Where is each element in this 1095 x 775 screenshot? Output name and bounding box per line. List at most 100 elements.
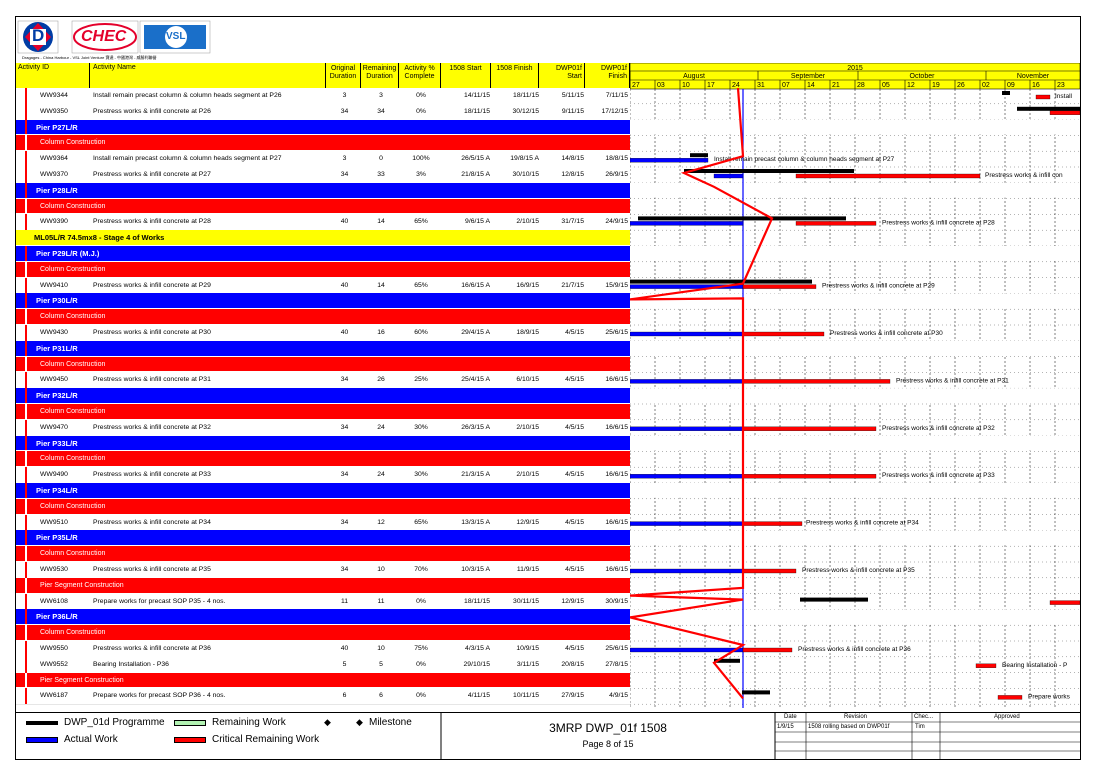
gantt-bar-label: Prestress works & infill concrete at P35: [802, 567, 915, 574]
cell-od: 3: [342, 92, 347, 99]
cell-rd: 16: [377, 329, 385, 336]
table-row[interactable]: WW6187 Prepare works for precast SOP P36 …: [16, 688, 630, 706]
cell-pct: 3%: [416, 171, 426, 178]
cell-rd: 33: [377, 171, 385, 178]
wbs-subgroup-row[interactable]: Column Construction: [16, 261, 630, 277]
table-row[interactable]: WW9470 Prestress works & infill concrete …: [16, 419, 630, 437]
cell-name: Bearing Installation - P36: [93, 660, 169, 668]
cell-ds: 12/8/15: [561, 171, 584, 178]
wbs-subgroup-row[interactable]: Column Construction: [16, 309, 630, 324]
gantt-row-bg: [630, 530, 1080, 546]
timescale-month: September: [791, 73, 826, 80]
wbs-subgroup-row[interactable]: Column Construction: [16, 546, 630, 561]
cell-s: 18/11/15: [464, 107, 490, 115]
col-activity-complete-label-2: Complete: [404, 73, 435, 80]
wbs-pier-row[interactable]: Pier P30L/R: [16, 293, 630, 309]
legend-critical-label: Critical Remaining Work: [212, 734, 320, 745]
wbs-pier-row[interactable]: Pier P31L/R: [16, 340, 630, 356]
row-critical-marker: [25, 435, 27, 451]
table-row[interactable]: WW9390 Prestress works & infill concrete …: [16, 214, 630, 232]
row-critical-marker: [25, 356, 27, 372]
wbs-pier-row[interactable]: Pier P34L/R: [16, 483, 630, 498]
timescale-week: 07: [782, 82, 790, 89]
cell-f: 2/10/15: [516, 218, 539, 226]
table-row[interactable]: WW9410 Prestress works & infill concrete …: [16, 277, 630, 295]
wbs-subgroup-row[interactable]: Column Construction: [16, 356, 630, 372]
cell-pct: 65%: [414, 218, 428, 226]
actual-bar: [630, 379, 744, 384]
wbs-label: Column Construction: [40, 455, 106, 463]
col-dwp-finish[interactable]: DWP01f Finish: [585, 63, 630, 89]
cell-f: 2/10/15: [516, 471, 539, 479]
col-dwp-start-label-1: DWP01f: [555, 65, 582, 72]
cell-name: Prestress works & infill concrete at P30: [93, 329, 211, 336]
legend-actual-label: Actual Work: [64, 734, 118, 745]
col-remaining-duration-label-1: Remaining: [362, 65, 397, 72]
row-critical-marker: [25, 483, 27, 498]
gantt-row-bg: [630, 340, 1080, 356]
wbs-pier-row[interactable]: Pier P33L/R: [16, 435, 630, 451]
cell-name: Prestress works & infill concrete at P26: [93, 107, 211, 115]
table-row[interactable]: WW9430 Prestress works & infill concrete …: [16, 325, 630, 342]
table-row[interactable]: WW9552 Bearing Installation - P36 5 5 0% 29/1…: [16, 656, 630, 674]
timescale-week: 27: [632, 82, 640, 89]
cell-pct: 70%: [414, 566, 428, 573]
wbs-subgroup-row[interactable]: Column Construction: [16, 135, 630, 151]
cell-od: 34: [340, 171, 349, 178]
cell-df: 27/8/15: [605, 660, 628, 668]
cell-ds: 14/8/15: [561, 155, 584, 163]
cell-rd: 24: [377, 423, 385, 431]
row-critical-marker: [25, 182, 27, 198]
wbs-pier-row[interactable]: Pier P28L/R: [16, 182, 630, 198]
table-row[interactable]: WW9370 Prestress works & infill concrete …: [16, 167, 630, 184]
actual-bar: [630, 521, 744, 526]
table-row[interactable]: WW9450 Prestress works & infill concrete …: [16, 372, 630, 390]
row-critical-marker: [25, 672, 27, 688]
cell-name: Prestress works & infill concrete at P33: [93, 471, 211, 479]
table-row[interactable]: WW9510 Prestress works & infill concrete …: [16, 514, 630, 532]
col-start[interactable]: 1508 Start: [441, 63, 491, 89]
timescale-week: 10: [682, 82, 690, 89]
wbs-subgroup-row[interactable]: Column Construction: [16, 198, 630, 214]
col-remaining-duration[interactable]: Remaining Duration: [361, 63, 399, 89]
table-row[interactable]: WW9364 Install remain precast column & co…: [16, 151, 630, 168]
cell-name: Prestress works & infill concrete at P28: [93, 218, 211, 226]
wbs-pier-row[interactable]: Pier P36L/R: [16, 609, 630, 625]
legend-remaining-swatch: [174, 720, 206, 726]
cell-ds: 4/5/15: [565, 518, 584, 526]
wbs-subgroup-row[interactable]: Pier Segment Construction: [16, 577, 630, 593]
table-row[interactable]: WW9550 Prestress works & infill concrete …: [16, 641, 630, 658]
col-activity-id[interactable]: Activity ID: [16, 63, 90, 89]
gantt-bar-label: Prestress works & infill concrete at P28: [882, 219, 995, 226]
col-activity-name[interactable]: Activity Name: [90, 63, 326, 89]
row-critical-marker: [25, 372, 27, 389]
table-row[interactable]: WW9350 Prestress works & infill concrete …: [16, 103, 630, 121]
col-finish[interactable]: 1508 Finish: [491, 63, 539, 89]
wbs-subgroup-row[interactable]: Column Construction: [16, 498, 630, 514]
row-critical-marker: [25, 498, 27, 514]
baseline-bar: [630, 279, 812, 284]
wbs-subgroup-row[interactable]: Column Construction: [16, 625, 630, 640]
cell-df: 16/6/15: [605, 471, 628, 479]
col-dwp-start[interactable]: DWP01f Start: [539, 63, 585, 89]
wbs-stage-row[interactable]: ML05L/R 74.5mx8 - Stage 4 of Works: [16, 230, 630, 245]
table-row[interactable]: WW6108 Prepare works for precast SOP P35 …: [16, 593, 630, 611]
wbs-pier-row[interactable]: Pier P27L/R: [16, 119, 630, 135]
wbs-pier-row[interactable]: Pier P35L/R: [16, 530, 630, 546]
col-activity-complete[interactable]: Activity % Complete: [399, 63, 441, 89]
wbs-pier-row[interactable]: Pier P32L/R: [16, 388, 630, 403]
cell-id: WW9370: [40, 171, 68, 178]
legend-actual-swatch: [26, 737, 58, 743]
cell-name: Prepare works for precast SOP P36 - 4 no…: [93, 692, 226, 700]
table-row[interactable]: WW9530 Prestress works & infill concrete …: [16, 562, 630, 579]
wbs-subgroup-row[interactable]: Column Construction: [16, 404, 630, 419]
wbs-pier-row[interactable]: Pier P29L/R (M.J.): [16, 246, 630, 261]
wbs-subgroup-row[interactable]: Column Construction: [16, 451, 630, 467]
table-row[interactable]: WW9490 Prestress works & infill concrete …: [16, 467, 630, 484]
cell-name: Prepare works for precast SOP P35 - 4 no…: [93, 597, 226, 605]
wbs-subgroup-row[interactable]: Pier Segment Construction: [16, 672, 630, 688]
actual-bar: [630, 568, 744, 574]
row-critical-marker: [25, 135, 27, 151]
col-original-duration[interactable]: Original Duration: [326, 63, 361, 89]
table-row[interactable]: WW9344 Install remain precast column & co…: [16, 88, 630, 105]
